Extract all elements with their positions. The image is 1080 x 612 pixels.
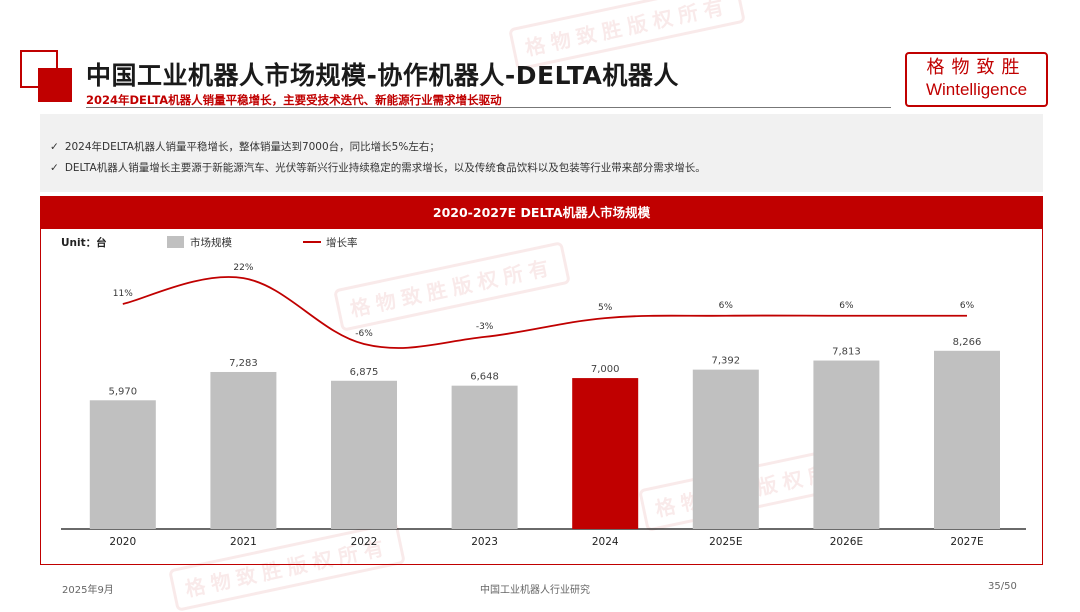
bar-value-label: 7,283 xyxy=(229,358,258,369)
x-tick-label: 2026E xyxy=(830,536,863,548)
chart-svg: Unit：台 市场规模 增长率 5,970 2020 7,283 2021 6,875 2022… xyxy=(61,236,1026,548)
x-tick-label: 2027E xyxy=(950,536,983,548)
growth-rate-label: 22% xyxy=(233,263,253,273)
legend-label-bars: 市场规模 xyxy=(190,236,232,249)
unit-label: Unit：台 xyxy=(61,236,107,249)
bar xyxy=(210,371,277,529)
bullet-text: 2024年DELTA机器人销量平稳增长，整体销量达到7000台，同比增长5%左右… xyxy=(64,141,440,153)
check-icon: ✓ xyxy=(50,141,59,153)
x-tick-label: 2022 xyxy=(351,536,378,548)
bar xyxy=(934,350,1000,529)
bar xyxy=(572,378,639,529)
bar-value-label: 5,970 xyxy=(108,386,137,397)
growth-rate-label: -6% xyxy=(355,329,373,339)
bar xyxy=(692,369,759,529)
growth-rate-label: 6% xyxy=(960,301,975,311)
bar-value-label: 6,648 xyxy=(470,372,499,383)
growth-rate-label: 6% xyxy=(719,301,734,311)
x-tick-label: 2025E xyxy=(709,536,742,548)
growth-rate-label: -3% xyxy=(476,322,494,332)
growth-rate-label: 11% xyxy=(113,289,133,299)
brand-logo: 格物致胜 Wintelligence xyxy=(905,52,1048,107)
logo-english-text: Wintelligence xyxy=(925,80,1028,99)
chart-title: 2020-2027E DELTA机器人市场规模 xyxy=(40,196,1043,229)
logo-chinese-text: 格物致胜 xyxy=(926,57,1027,78)
legend-swatch-bars xyxy=(167,236,184,248)
bar xyxy=(331,380,397,529)
x-tick-label: 2024 xyxy=(592,536,619,548)
title-decoration-fill xyxy=(38,68,72,102)
bar-value-label: 6,875 xyxy=(350,367,379,378)
x-tick-label: 2021 xyxy=(230,536,257,548)
legend-label-line: 增长率 xyxy=(326,236,358,249)
footer-page-number: 35/50 xyxy=(988,581,1017,592)
growth-rate-label: 5% xyxy=(598,303,613,313)
bar-value-label: 7,000 xyxy=(591,364,620,375)
bullet-item: ✓ 2024年DELTA机器人销量平稳增长，整体销量达到7000台，同比增长5%左… xyxy=(50,139,440,154)
check-icon: ✓ xyxy=(50,162,59,174)
footer-center: 中国工业机器人行业研究 xyxy=(480,585,590,596)
footer-date: 2025年9月 xyxy=(62,585,114,596)
title-divider xyxy=(86,107,891,108)
growth-rate-line xyxy=(122,276,967,349)
bar-value-label: 8,266 xyxy=(953,337,982,348)
x-tick-label: 2020 xyxy=(109,536,136,548)
bar xyxy=(813,360,880,529)
chart-panel: Unit：台 市场规模 增长率 5,970 2020 7,283 2021 6,875 2022… xyxy=(40,229,1043,565)
key-findings-box: ✓ 2024年DELTA机器人销量平稳增长，整体销量达到7000台，同比增长5%左… xyxy=(40,114,1043,192)
x-tick-label: 2023 xyxy=(471,536,498,548)
page-title: 中国工业机器人市场规模-协作机器人-DELTA机器人 xyxy=(86,61,679,90)
bullet-text: DELTA机器人销量增长主要源于新能源汽车、光伏等新兴行业持续稳定的需求增长，以… xyxy=(64,162,706,174)
growth-rate-label: 6% xyxy=(839,301,854,311)
bar-value-label: 7,813 xyxy=(832,347,861,358)
bar xyxy=(89,400,156,529)
page-subtitle: 2024年DELTA机器人销量平稳增长，主要受技术迭代、新能源行业需求增长驱动 xyxy=(86,93,502,107)
bullet-item: ✓ DELTA机器人销量增长主要源于新能源汽车、光伏等新兴行业持续稳定的需求增长，… xyxy=(50,160,706,175)
bar xyxy=(451,385,518,529)
bar-value-label: 7,392 xyxy=(711,356,740,367)
